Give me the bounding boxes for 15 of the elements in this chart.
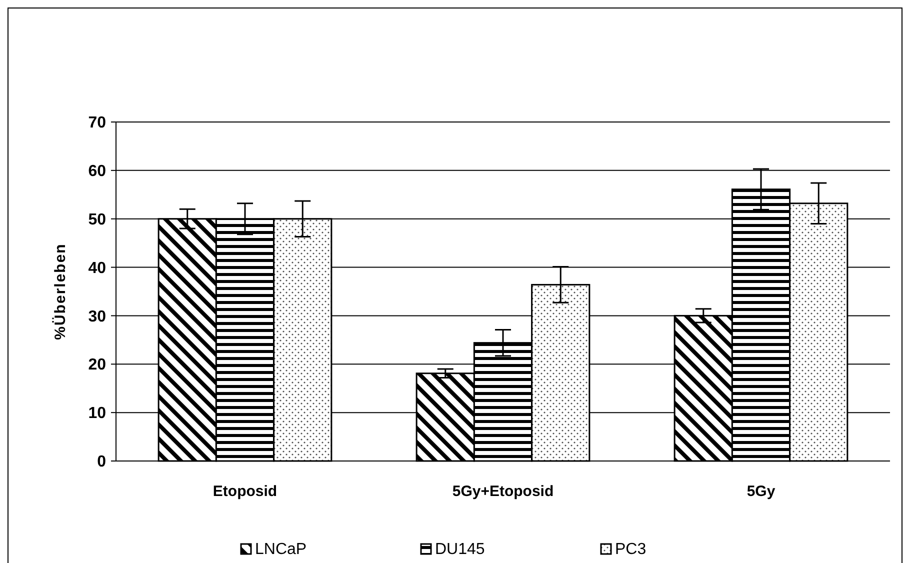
y-tick-label: 50 [88, 211, 106, 228]
y-tick-label: 30 [88, 308, 106, 326]
y-axis-title: %Überleben [52, 243, 69, 340]
y-tick-label: 60 [88, 163, 106, 180]
y-tick-label: 70 [88, 114, 106, 132]
y-tick-label: 10 [88, 405, 106, 422]
legend-label: LNCaP [255, 541, 307, 558]
x-tick-label: 5Gy [746, 483, 776, 500]
y-tick-label: 0 [97, 454, 106, 471]
legend-label: DU145 [435, 541, 485, 558]
y-tick-label: 40 [88, 260, 106, 277]
x-tick-label: Etoposid [212, 483, 278, 500]
x-tick-label: 5Gy+Etoposid [452, 483, 554, 500]
legend-label: PC3 [615, 541, 646, 558]
y-tick-label: 20 [88, 356, 106, 374]
